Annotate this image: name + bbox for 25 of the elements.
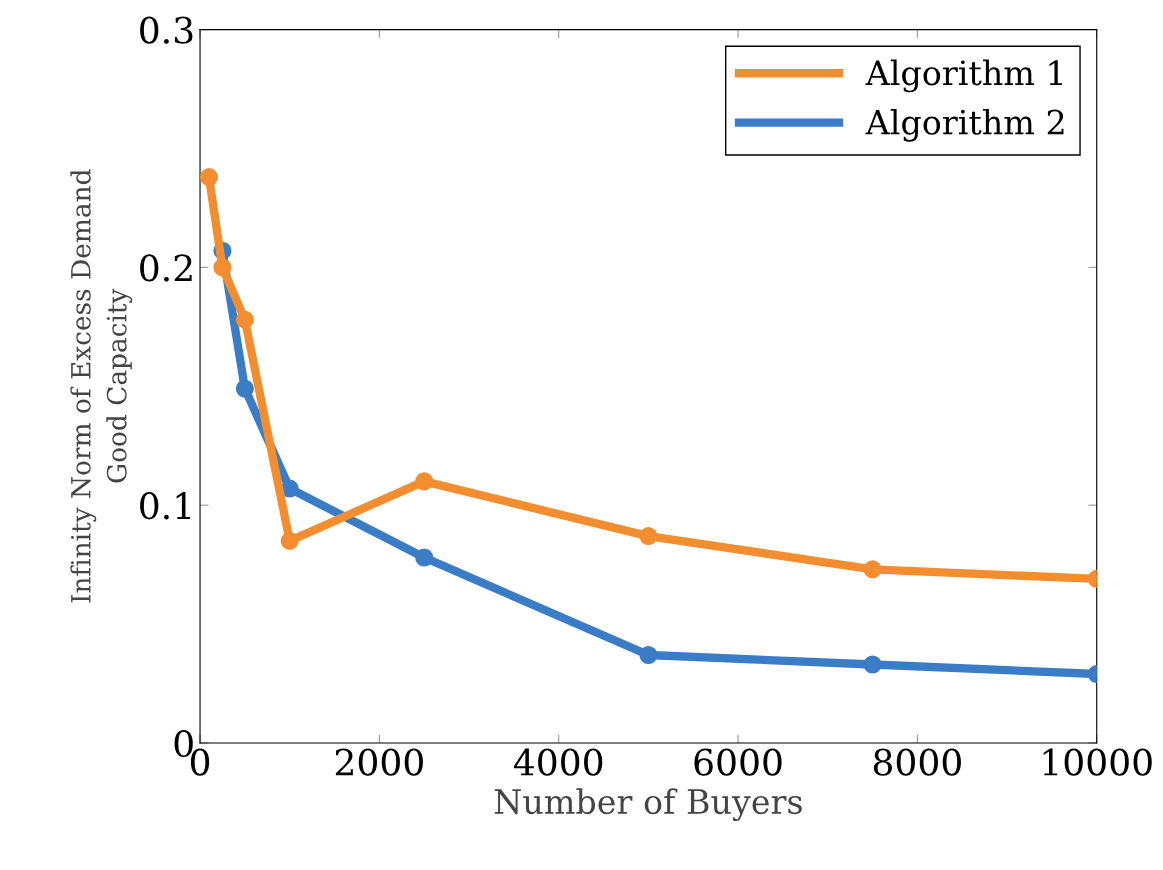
x-tick-label: 0	[190, 748, 210, 776]
point	[235, 310, 254, 329]
point	[415, 548, 434, 567]
point	[639, 527, 658, 546]
x-tick-label: 6000	[694, 748, 782, 776]
point	[235, 379, 254, 398]
x-tick-label: 10000	[1043, 748, 1152, 776]
y-tick-label: 0.1	[140, 492, 191, 520]
x-tick-label: 2000	[335, 748, 423, 776]
y-axis-title: Infinity Norm of Excess Demand Good Capacity	[70, 169, 133, 603]
legend-label: Algorithm 2	[865, 108, 1064, 142]
point	[415, 472, 434, 491]
legend-label: Algorithm 1	[865, 59, 1062, 93]
y-tick-label: 0.2	[140, 254, 192, 282]
point	[863, 560, 882, 579]
point	[213, 258, 232, 277]
point	[280, 531, 299, 550]
y-tick-label: 0	[174, 729, 193, 758]
y-tick-label: 0.3	[140, 16, 193, 44]
x-tick-label: 4000	[513, 748, 603, 776]
x-axis-title: Number of Buyers	[494, 788, 802, 822]
x-tick-label: 8000	[873, 748, 961, 776]
point	[200, 167, 219, 187]
point	[639, 645, 658, 665]
point	[863, 655, 882, 674]
